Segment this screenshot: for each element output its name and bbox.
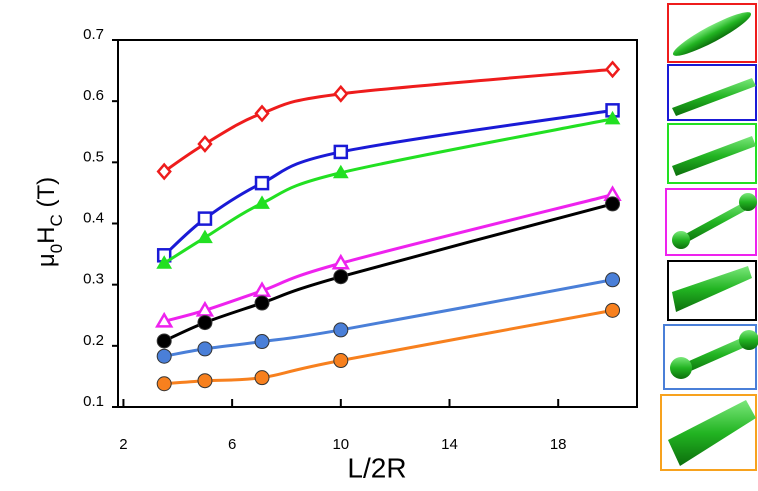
plot-frame [117,39,638,408]
x-tick-label: 2 [119,436,127,453]
point [156,162,172,181]
point [197,135,213,153]
y-tick-label: 0.4 [83,209,104,226]
point [332,164,349,179]
point [333,269,349,285]
point [333,84,349,103]
point [605,302,621,318]
x-tick-label: 18 [550,436,567,453]
x-tick-label: 6 [228,436,236,453]
y-axis-label-part: C [47,214,66,226]
shape-panel [660,3,758,471]
shape [668,400,756,466]
point [605,196,621,212]
shape [672,12,752,56]
series-line [163,278,613,358]
shape [672,78,756,116]
point [156,333,172,349]
shape [680,200,752,244]
x-tick-label: 14 [441,436,458,453]
point [197,315,213,331]
y-tick-label: 0.5 [83,148,104,165]
series-line [163,193,613,323]
shape [739,330,758,350]
point [197,341,213,357]
point [254,295,270,311]
point [333,322,349,338]
y-tick-label: 0.7 [83,26,104,43]
point [252,281,272,298]
shape [672,231,690,249]
point [254,175,270,191]
y-tick-label: 0.3 [83,271,104,288]
shape [670,357,692,379]
y-axis-label-part: μ [33,253,60,267]
point [254,334,270,350]
x-tick-label: 10 [332,436,349,453]
point [254,195,270,209]
series-line [163,117,613,265]
point [156,255,173,269]
shape [672,136,756,176]
shape [680,335,752,374]
y-axis-label-part: (T) [33,177,60,214]
y-tick-label: 0.1 [83,393,104,410]
shape [672,266,752,312]
y-axis-label: μ0HC (T) [33,177,66,267]
point [331,253,350,270]
point [254,370,270,386]
point [156,348,172,364]
point [155,311,174,328]
y-axis-label-part: 0 [47,244,66,253]
point [333,353,349,369]
point [254,104,270,123]
point [333,144,349,160]
point [604,110,621,125]
point [156,376,172,392]
y-axis-label-part: H [33,226,60,243]
point [605,272,621,288]
y-tick-label: 0.2 [83,332,104,349]
point [195,300,215,317]
shape [739,193,757,211]
x-axis-label: L/2R [347,452,406,483]
point [197,229,213,244]
point [197,373,213,389]
y-tick-label: 0.6 [83,87,104,104]
point [197,211,213,226]
point [604,60,621,79]
